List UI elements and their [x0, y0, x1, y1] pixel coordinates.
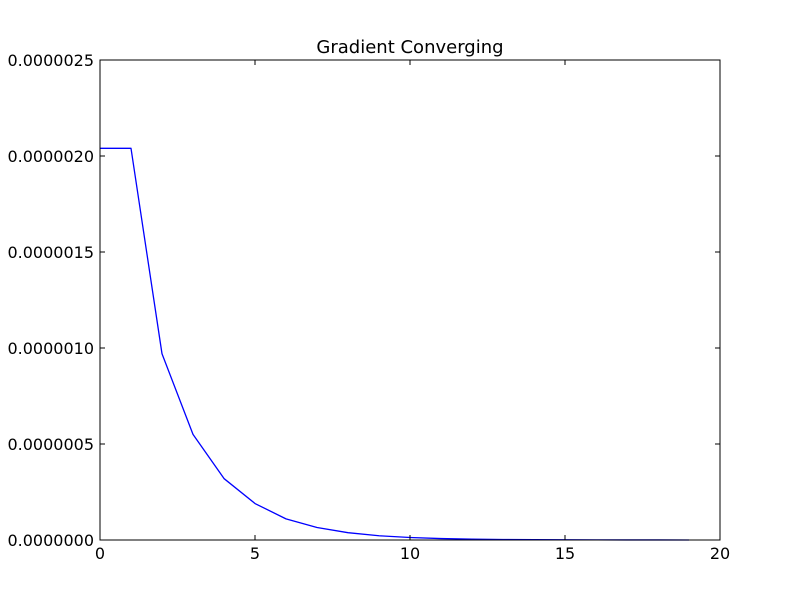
- y-tick-label: 0.0000020: [7, 147, 94, 166]
- x-tick-label: 5: [250, 544, 260, 563]
- chart-title: Gradient Converging: [316, 37, 503, 58]
- series-line-0: [100, 147, 690, 541]
- y-tick-label: 0.0000000: [7, 531, 94, 550]
- y-tick-label: 0.0000010: [7, 339, 94, 358]
- y-tick-label: 0.0000005: [7, 435, 94, 454]
- x-tick-label: 20: [710, 544, 730, 563]
- y-tick-label: 0.0000015: [7, 243, 94, 262]
- x-tick-label: 10: [400, 544, 420, 563]
- x-tick-label: 0: [95, 544, 105, 563]
- x-tick-label: 15: [555, 544, 575, 563]
- plot-frame: [99, 59, 721, 541]
- y-tick-label: 0.0000025: [7, 51, 94, 70]
- plot-area: 0 5 10 15 20 0.0000000 0.0000005 0.0000010 0.000…: [7, 51, 730, 563]
